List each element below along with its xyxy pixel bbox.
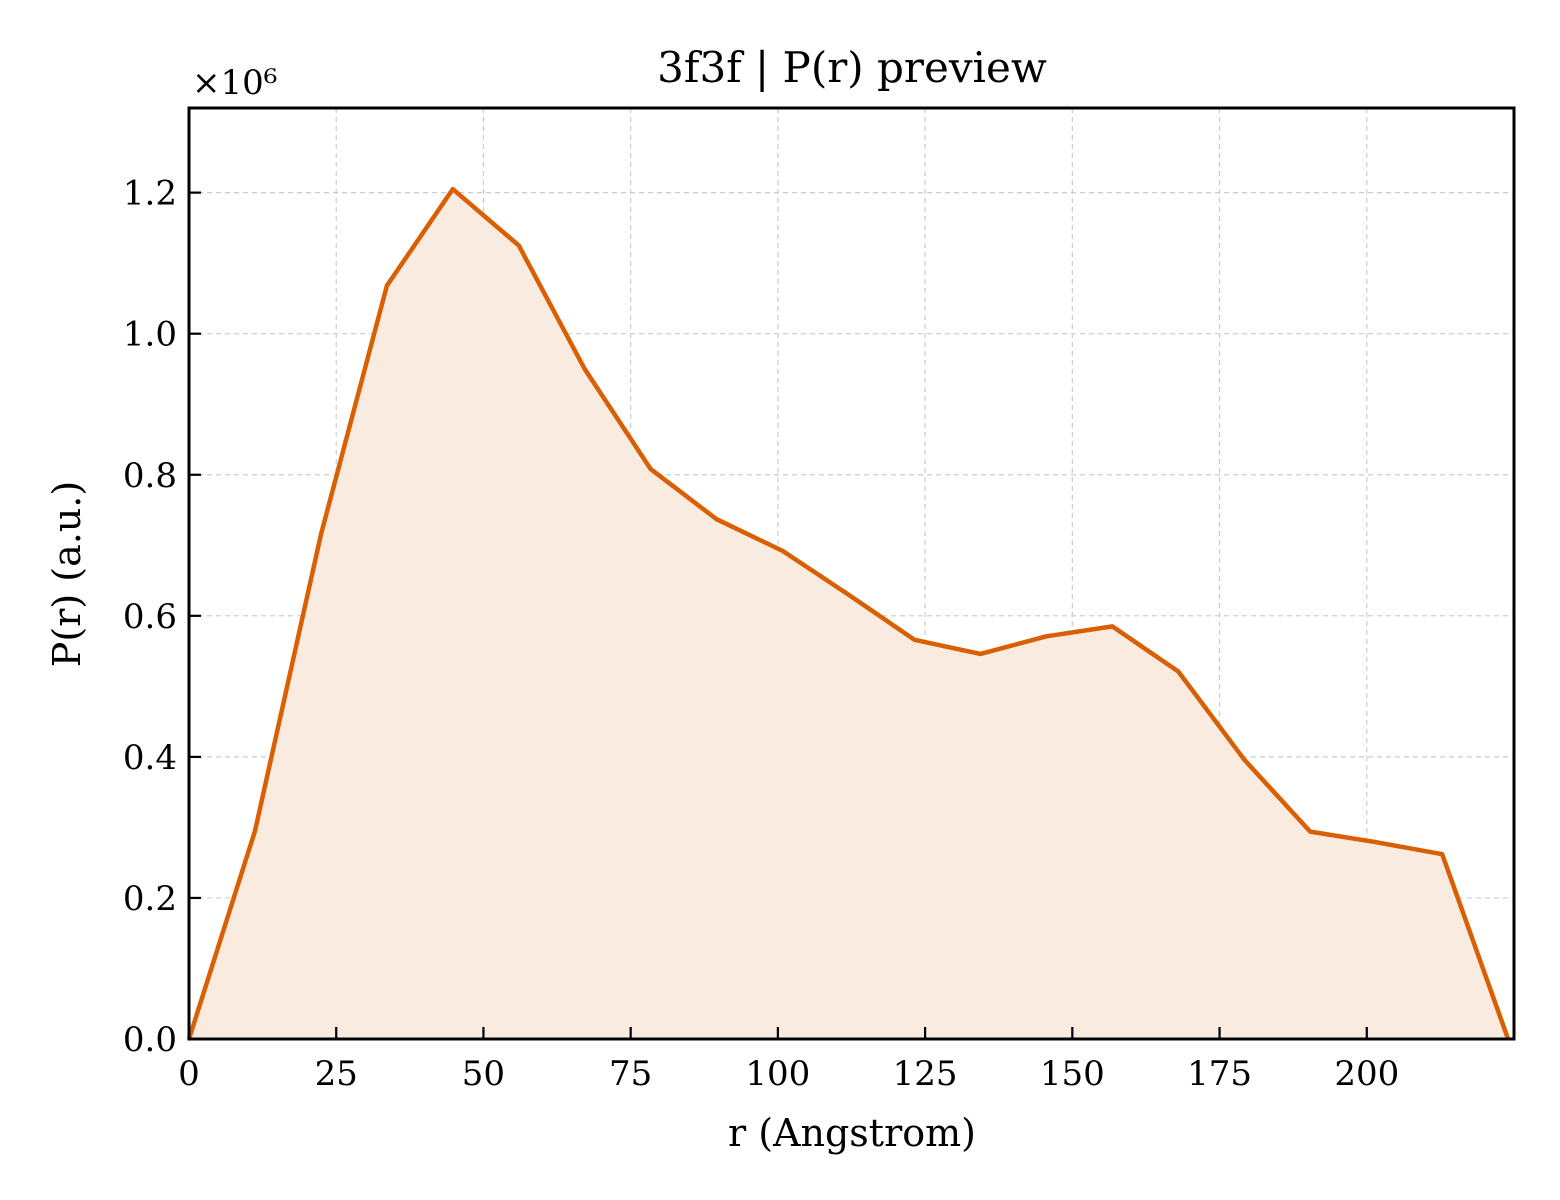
x-tick-label: 100 [745,1054,810,1094]
x-tick-label: 0 [178,1054,200,1094]
y-tick-label: 0.0 [123,1020,177,1060]
y-tick-label: 0.2 [123,879,177,919]
x-tick-label: 50 [462,1054,505,1094]
y-tick-label: 0.4 [123,738,177,778]
y-tick-label: 1.2 [123,174,177,214]
y-multiplier-label: ×10⁶ [192,63,277,103]
x-tick-label: 75 [609,1054,652,1094]
x-axis-label: r (Angstrom) [728,1111,976,1155]
chart-title: 3f3f | P(r) preview [657,43,1047,92]
y-tick-label: 0.8 [123,456,177,496]
x-tick-label: 175 [1187,1054,1252,1094]
pr-area-fill [189,189,1509,1040]
axis-ticks [187,191,1368,1041]
x-tick-label: 150 [1040,1054,1105,1094]
y-tick-label: 0.6 [123,597,177,637]
plot-frame [187,106,1516,1041]
x-tick-label: 200 [1334,1054,1399,1094]
y-axis-label: P(r) (a.u.) [45,481,89,667]
x-tick-label: 25 [315,1054,358,1094]
pr-series-line [186,186,1511,1040]
y-tick-label: 1.0 [123,315,177,355]
x-tick-label: 125 [893,1054,958,1094]
